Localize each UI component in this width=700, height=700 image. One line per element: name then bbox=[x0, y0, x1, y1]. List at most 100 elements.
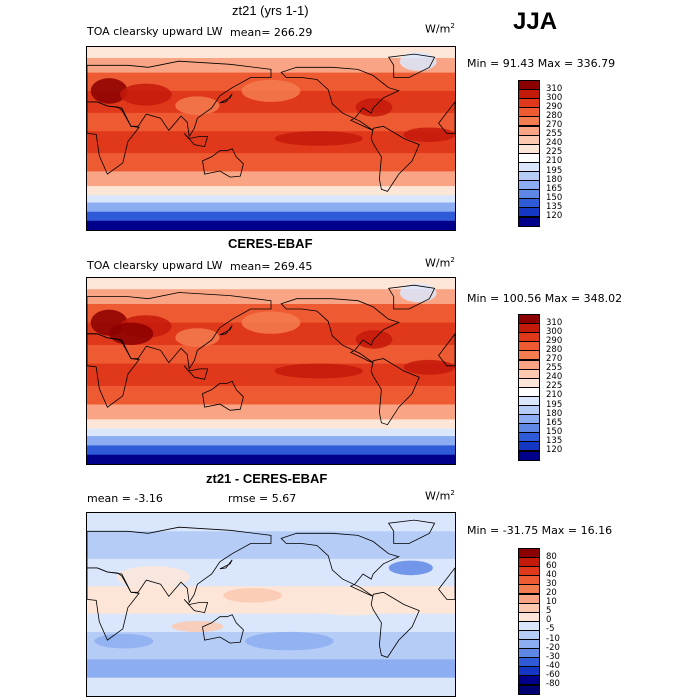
colorbar-tick-label: 20 bbox=[546, 588, 557, 598]
colorbar-swatch bbox=[518, 450, 540, 461]
colorbar-tick-label: 180 bbox=[546, 408, 563, 419]
field-feature bbox=[399, 52, 437, 71]
zonal-band bbox=[87, 47, 455, 59]
coastline bbox=[438, 101, 455, 134]
zonal-band bbox=[87, 289, 455, 305]
field-feature bbox=[274, 131, 363, 146]
colorbar-tick-label: 135 bbox=[546, 201, 563, 212]
field-feature bbox=[388, 560, 433, 576]
panel1-minmax: Min = 91.43 Max = 336.79 bbox=[467, 57, 616, 70]
colorbar-tick-label: -5 bbox=[546, 624, 555, 635]
colorbar-tick-label: 255 bbox=[546, 129, 563, 140]
zonal-band bbox=[87, 659, 455, 679]
colorbar-tick-label: 135 bbox=[546, 435, 563, 446]
season-label: JJA bbox=[513, 8, 558, 35]
panel3-rmse: rmse = 5.67 bbox=[228, 492, 297, 505]
colorbar-tick-label: 60 bbox=[546, 560, 557, 571]
zonal-band bbox=[87, 153, 455, 172]
coastline bbox=[387, 519, 436, 544]
colorbar-tick-label: 225 bbox=[546, 381, 563, 392]
coastline bbox=[387, 53, 436, 78]
coastline bbox=[87, 333, 140, 408]
zonal-band bbox=[87, 363, 455, 387]
colorbar-tick-label: 300 bbox=[546, 92, 563, 103]
colorbar-tick-label: 165 bbox=[546, 417, 563, 428]
zonal-band bbox=[87, 220, 455, 230]
colorbar-tick-label: 290 bbox=[546, 101, 563, 112]
colorbar-tick-label: -60 bbox=[546, 669, 560, 680]
colorbar-tick-label: 150 bbox=[546, 426, 563, 437]
panel2-map-svg bbox=[87, 278, 455, 464]
colorbar-tick-label: 165 bbox=[546, 183, 563, 194]
panel3-map-svg bbox=[87, 513, 455, 696]
field-feature bbox=[274, 363, 363, 379]
field-feature bbox=[241, 311, 301, 334]
colorbar-swatch bbox=[518, 684, 540, 695]
coastline bbox=[280, 532, 400, 597]
colorbar-tick-label: 240 bbox=[546, 138, 563, 149]
colorbar-tick-label: 10 bbox=[546, 597, 557, 608]
field-feature bbox=[245, 631, 334, 651]
colorbar-tick-label: 280 bbox=[546, 110, 563, 121]
colorbar-tick-label: -30 bbox=[546, 651, 560, 662]
colorbar-tick-label: 120 bbox=[546, 445, 563, 455]
colorbar-tick-label: -10 bbox=[546, 633, 560, 644]
coastline bbox=[87, 292, 272, 371]
colorbar-swatch bbox=[518, 216, 540, 227]
zonal-band bbox=[87, 436, 455, 446]
coastline bbox=[202, 380, 244, 411]
zonal-band bbox=[87, 278, 455, 290]
coastline bbox=[183, 365, 209, 380]
panel3-units: W/m2 bbox=[425, 489, 455, 503]
panel2-map bbox=[86, 277, 456, 465]
field-feature bbox=[120, 83, 172, 106]
field-feature bbox=[90, 78, 128, 104]
colorbar-tick-label: -40 bbox=[546, 660, 560, 671]
panel2-units: W/m2 bbox=[425, 256, 455, 270]
colorbar-tick-label: 210 bbox=[546, 390, 563, 401]
coastline bbox=[280, 66, 400, 131]
coastline bbox=[219, 325, 233, 336]
colorbar-tick-label: -80 bbox=[546, 679, 560, 689]
panel2-minmax: Min = 100.56 Max = 348.02 bbox=[467, 292, 623, 305]
coastline bbox=[370, 125, 420, 192]
colorbar-tick-label: 150 bbox=[546, 192, 563, 203]
colorbar-tick-label: 210 bbox=[546, 156, 563, 167]
zonal-band bbox=[87, 131, 455, 154]
field-feature bbox=[94, 633, 154, 649]
colorbar-tick-label: 80 bbox=[546, 551, 557, 562]
zonal-band bbox=[87, 211, 455, 222]
colorbar-tick-label: 300 bbox=[546, 326, 563, 337]
colorbar-tick-label: -20 bbox=[546, 642, 560, 653]
coastline bbox=[87, 101, 140, 175]
colorbar-tick-label: 30 bbox=[546, 578, 557, 589]
zonal-band bbox=[87, 513, 455, 532]
coastline bbox=[280, 298, 400, 364]
zonal-band bbox=[87, 112, 455, 132]
coastline bbox=[219, 93, 233, 104]
colorbar-tick-label: 180 bbox=[546, 174, 563, 185]
zonal-band bbox=[87, 58, 455, 74]
zonal-band bbox=[87, 677, 455, 696]
coastline bbox=[387, 284, 436, 310]
coastline bbox=[87, 567, 140, 641]
panel1-title: zt21 (yrs 1-1) bbox=[232, 3, 309, 18]
colorbar-tick-label: 240 bbox=[546, 372, 563, 383]
zonal-band bbox=[87, 454, 455, 464]
field-feature bbox=[175, 328, 220, 347]
coastline bbox=[202, 614, 244, 644]
field-feature bbox=[241, 79, 301, 102]
panel1-map bbox=[86, 46, 456, 231]
colorbar-tick-label: 195 bbox=[546, 399, 563, 410]
field-feature bbox=[399, 283, 437, 303]
panel1-variable: TOA clearsky upward LW bbox=[87, 25, 223, 38]
colorbar-tick-label: 270 bbox=[546, 354, 563, 364]
panel3-map bbox=[86, 512, 456, 697]
field-feature bbox=[403, 359, 455, 375]
field-feature bbox=[109, 322, 154, 345]
field-feature bbox=[315, 600, 389, 616]
zonal-band bbox=[87, 345, 455, 365]
colorbar-tick-label: 195 bbox=[546, 165, 563, 176]
panel2-variable: TOA clearsky upward LW bbox=[87, 259, 223, 272]
panel2-mean: mean= 269.45 bbox=[230, 260, 313, 273]
